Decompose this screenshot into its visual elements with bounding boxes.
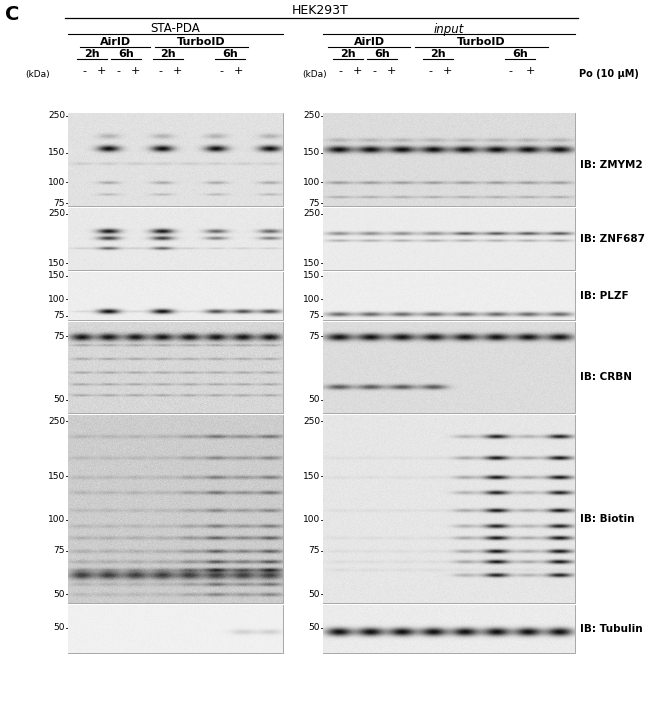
Text: (kDa): (kDa) xyxy=(302,70,326,79)
Text: +: + xyxy=(130,66,140,76)
Text: 150: 150 xyxy=(303,271,320,280)
Text: 100: 100 xyxy=(303,515,320,524)
Text: Po (10 μM): Po (10 μM) xyxy=(579,69,639,79)
Text: 50: 50 xyxy=(309,589,320,599)
Text: C: C xyxy=(5,4,20,23)
Text: AirID: AirID xyxy=(354,37,385,47)
Text: +: + xyxy=(172,66,182,76)
Text: AirID: AirID xyxy=(99,37,131,47)
Text: 50: 50 xyxy=(53,395,65,405)
Text: +: + xyxy=(386,66,396,76)
Text: 100: 100 xyxy=(47,515,65,524)
Bar xyxy=(323,113,575,206)
Text: HEK293T: HEK293T xyxy=(292,4,348,16)
Text: 2h: 2h xyxy=(430,49,446,59)
Text: 250: 250 xyxy=(48,111,65,120)
Text: 150: 150 xyxy=(47,259,65,268)
Text: 75: 75 xyxy=(309,332,320,341)
Text: 100: 100 xyxy=(47,295,65,304)
Text: 75: 75 xyxy=(309,199,320,207)
Text: -: - xyxy=(82,66,86,76)
Text: 100: 100 xyxy=(47,178,65,187)
Bar xyxy=(68,208,283,270)
Text: 50: 50 xyxy=(309,623,320,633)
Text: 100: 100 xyxy=(303,178,320,187)
Text: 50: 50 xyxy=(53,623,65,633)
Text: +: + xyxy=(96,66,106,76)
Text: 150: 150 xyxy=(303,148,320,158)
Text: 250: 250 xyxy=(48,209,65,218)
Text: -: - xyxy=(428,66,432,76)
Text: +: + xyxy=(442,66,452,76)
Text: 50: 50 xyxy=(309,395,320,405)
Text: STA-PDA: STA-PDA xyxy=(151,23,200,36)
Text: 150: 150 xyxy=(47,271,65,280)
Text: 6h: 6h xyxy=(118,49,134,59)
Text: 75: 75 xyxy=(53,312,65,320)
Text: 2h: 2h xyxy=(160,49,176,59)
Bar xyxy=(68,322,283,413)
Text: 250: 250 xyxy=(303,209,320,218)
Bar xyxy=(68,272,283,320)
Text: 6h: 6h xyxy=(512,49,528,59)
Text: +: + xyxy=(233,66,242,76)
Text: 150: 150 xyxy=(47,471,65,481)
Text: 150: 150 xyxy=(303,471,320,481)
Text: +: + xyxy=(352,66,361,76)
Bar xyxy=(323,272,575,320)
Text: 75: 75 xyxy=(309,546,320,555)
Text: -: - xyxy=(338,66,342,76)
Text: input: input xyxy=(434,23,464,36)
Text: IB: Biotin: IB: Biotin xyxy=(580,514,634,524)
Text: 150: 150 xyxy=(47,148,65,158)
Text: -: - xyxy=(158,66,162,76)
Text: TurboID: TurboID xyxy=(177,37,226,47)
Text: 75: 75 xyxy=(53,332,65,341)
Text: -: - xyxy=(508,66,512,76)
Text: 2h: 2h xyxy=(340,49,356,59)
Text: -: - xyxy=(116,66,120,76)
Text: 100: 100 xyxy=(303,295,320,304)
Text: 75: 75 xyxy=(309,312,320,320)
Bar xyxy=(323,605,575,653)
Text: 250: 250 xyxy=(48,417,65,426)
Text: IB: ZMYM2: IB: ZMYM2 xyxy=(580,160,643,170)
Text: 75: 75 xyxy=(53,199,65,207)
Text: IB: CRBN: IB: CRBN xyxy=(580,373,632,383)
Text: +: + xyxy=(525,66,535,76)
Bar xyxy=(68,605,283,653)
Text: IB: PLZF: IB: PLZF xyxy=(580,291,629,301)
Text: -: - xyxy=(219,66,223,76)
Text: 6h: 6h xyxy=(222,49,238,59)
Bar xyxy=(323,415,575,603)
Text: 75: 75 xyxy=(53,546,65,555)
Text: IB: Tubulin: IB: Tubulin xyxy=(580,624,643,634)
Text: 250: 250 xyxy=(303,111,320,120)
Text: 6h: 6h xyxy=(374,49,390,59)
Text: 150: 150 xyxy=(303,259,320,268)
Text: IB: ZNF687: IB: ZNF687 xyxy=(580,234,645,244)
Text: -: - xyxy=(372,66,376,76)
Text: 50: 50 xyxy=(53,589,65,599)
Bar xyxy=(323,322,575,413)
Text: 250: 250 xyxy=(303,417,320,426)
Bar xyxy=(68,415,283,603)
Text: TurboID: TurboID xyxy=(457,37,506,47)
Text: (kDa): (kDa) xyxy=(25,70,49,79)
Text: 2h: 2h xyxy=(84,49,100,59)
Bar xyxy=(323,208,575,270)
Bar xyxy=(68,113,283,206)
